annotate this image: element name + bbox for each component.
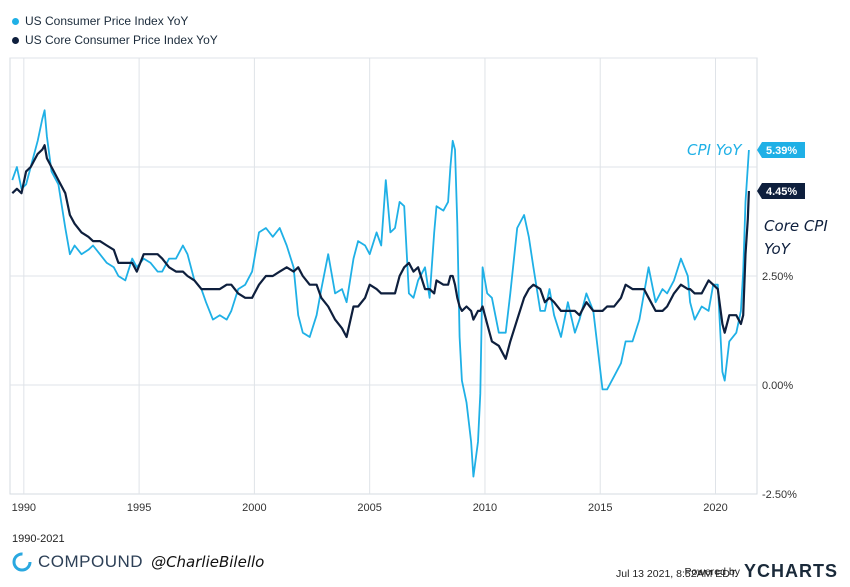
series-line-core: [11, 144, 750, 360]
legend-dot-core: [12, 37, 19, 44]
powered-by-label: Powered by: [684, 565, 740, 578]
x-tick-label: 1995: [127, 502, 151, 514]
series-layer: [11, 109, 750, 478]
end-label-flag: [757, 182, 805, 199]
end-label-cpi: 5.39%: [757, 141, 805, 158]
end-label-core: 4.45%: [757, 182, 805, 199]
x-tick-label: 2000: [242, 502, 266, 514]
legend-dot-cpi: [12, 18, 19, 25]
legend-label-core: US Core Consumer Price Index YoY: [25, 33, 218, 47]
x-tick-label: 2005: [357, 502, 381, 514]
ycharts-logo[interactable]: YCHARTS: [743, 561, 838, 581]
annotation-core-line2: YoY: [764, 240, 792, 258]
legend-item-cpi[interactable]: US Consumer Price Index YoY: [12, 12, 218, 31]
x-tick-label: 2020: [703, 502, 727, 514]
legend-item-core[interactable]: US Core Consumer Price Index YoY: [12, 31, 218, 50]
end-label-value: 4.45%: [766, 186, 797, 198]
x-tick-label: 2015: [588, 502, 612, 514]
brand: COMPOUND @CharlieBilello: [12, 552, 264, 572]
timestamp: Jul 13 2021, 8:52AM EDT.: [616, 568, 738, 580]
x-tick-label: 1990: [12, 502, 36, 514]
labels-layer: 1990 1995 2000 2005 2010 2015 2020 2.50% 0.00% -2…: [12, 141, 805, 514]
date-range: 1990-2021: [12, 533, 65, 545]
brand-handle: @CharlieBilello: [151, 553, 265, 571]
end-label-flag: [757, 141, 805, 158]
series-line-cpi: [11, 109, 750, 478]
brand-name: COMPOUND: [38, 552, 144, 571]
legend-label-cpi: US Consumer Price Index YoY: [25, 14, 189, 28]
legend: US Consumer Price Index YoY US Core Cons…: [12, 12, 218, 50]
x-tick-label: 2010: [473, 502, 497, 514]
grid: [9, 57, 758, 495]
y-tick-label: 2.50%: [762, 271, 793, 283]
y-tick-label: 0.00%: [762, 380, 793, 392]
annotation-core-line1: Core CPI: [764, 217, 828, 235]
end-label-value: 5.39%: [766, 145, 797, 157]
powered-by: Powered by YCHARTS: [685, 561, 838, 582]
compound-logo-icon: [12, 552, 32, 572]
annotation-cpi: CPI YoY: [687, 141, 743, 159]
y-tick-label: -2.50%: [762, 489, 797, 501]
